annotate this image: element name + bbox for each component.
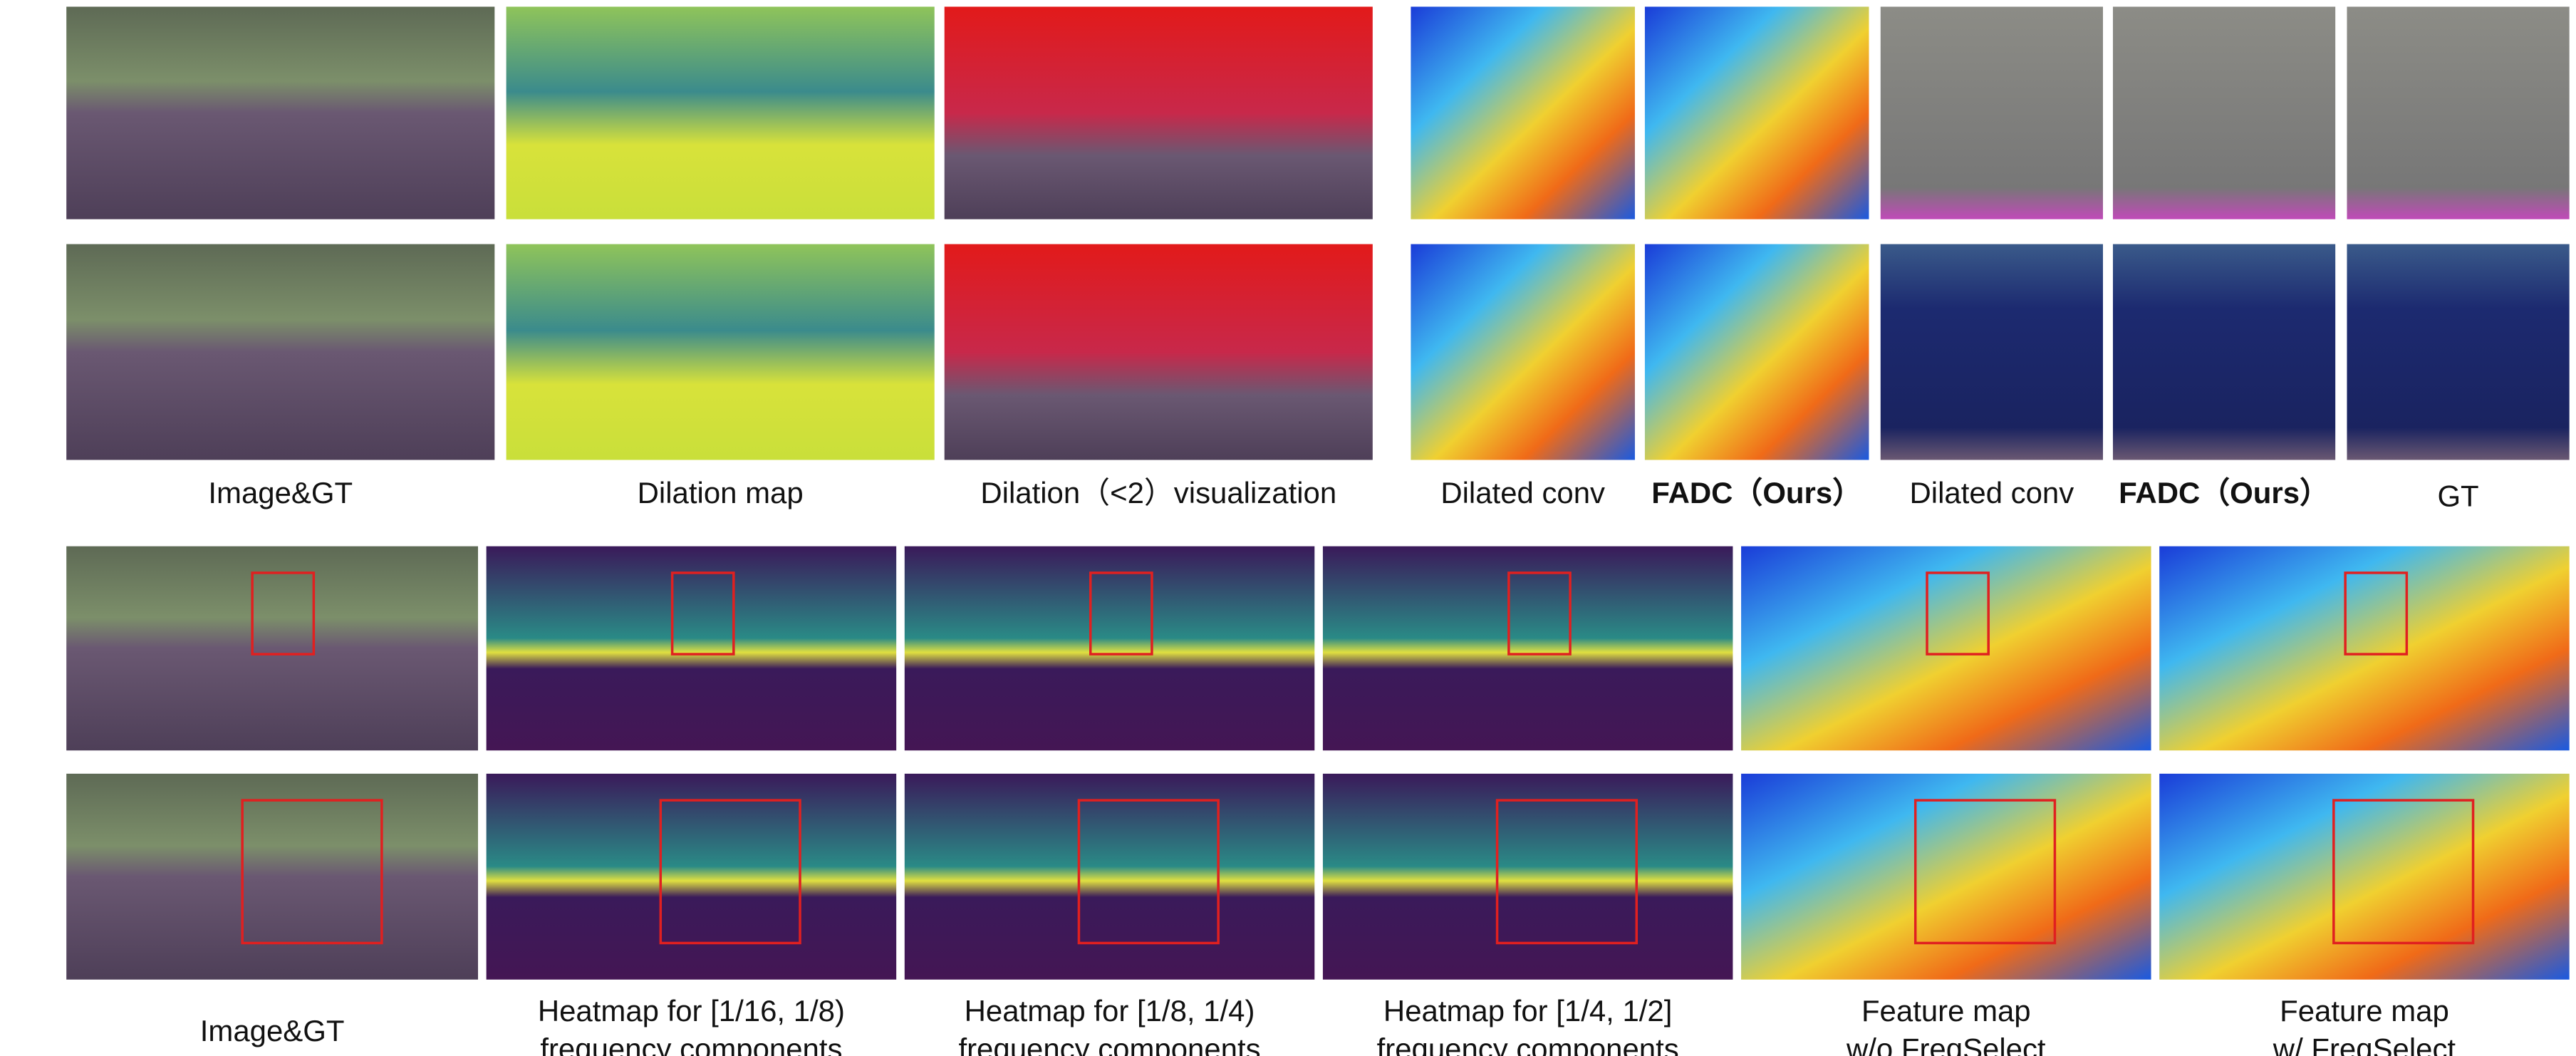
panel-label: w/ FreqSelect [2273, 1032, 2456, 1056]
image-panel [1881, 6, 2103, 219]
panel-label: Feature map [2280, 994, 2449, 1027]
page: Image&GT Dilation map Dilation（<2）visualiz… [0, 0, 2576, 1056]
panel-label: frequency components [1377, 1032, 1679, 1056]
panel-label: Heatmap for [1/8, 1/4) [965, 994, 1255, 1027]
panel-label: w/o FreqSelect [1846, 1032, 2046, 1056]
image-panel [2113, 244, 2335, 460]
image-panel [66, 6, 494, 219]
image-panel [66, 774, 478, 980]
image-panel [2159, 774, 2569, 980]
image-panel [2347, 244, 2569, 460]
figure: Image&GT Dilation map Dilation（<2）visualiz… [0, 0, 2576, 1056]
image-panel [507, 244, 935, 460]
panel-label: Dilation map [638, 476, 804, 509]
image-panel [507, 6, 935, 219]
image-panel [1741, 547, 2151, 751]
image-panel [1645, 6, 1869, 219]
panel-label: Dilated conv [1910, 476, 2074, 509]
image-panel [905, 774, 1314, 980]
panel-label: Feature map [1861, 994, 2031, 1027]
panel-label: Image&GT [200, 1014, 345, 1047]
image-panel [2113, 6, 2335, 219]
image-panel [1411, 244, 1635, 460]
image-panel [1741, 774, 2151, 980]
image-panel [905, 547, 1314, 751]
image-panel [2347, 6, 2569, 219]
image-panel [66, 547, 478, 751]
image-panel [1411, 6, 1635, 219]
image-panel [1881, 244, 2103, 460]
panel-label: FADC（Ours） [1651, 476, 1862, 509]
panel-label: Dilated conv [1440, 476, 1605, 509]
image-panel [487, 774, 896, 980]
image-panel [945, 244, 1373, 460]
panel-label: Image&GT [208, 476, 353, 509]
image-panel [2159, 547, 2569, 751]
image-panel [487, 547, 896, 751]
image-panel [1645, 244, 1869, 460]
image-panel [945, 6, 1373, 219]
panel-label: Dilation（<2）visualization [980, 476, 1336, 509]
image-panel [66, 244, 494, 460]
panel-label: frequency components [540, 1032, 842, 1056]
image-panel [1323, 774, 1733, 980]
panel-label: FADC（Ours） [2119, 476, 2330, 509]
panel-label: Heatmap for [1/4, 1/2] [1383, 994, 1672, 1027]
panel-label: GT [2437, 480, 2478, 513]
panel-label: frequency components [958, 1032, 1260, 1056]
image-panel [1323, 547, 1733, 751]
panel-label: Heatmap for [1/16, 1/8) [538, 994, 845, 1027]
